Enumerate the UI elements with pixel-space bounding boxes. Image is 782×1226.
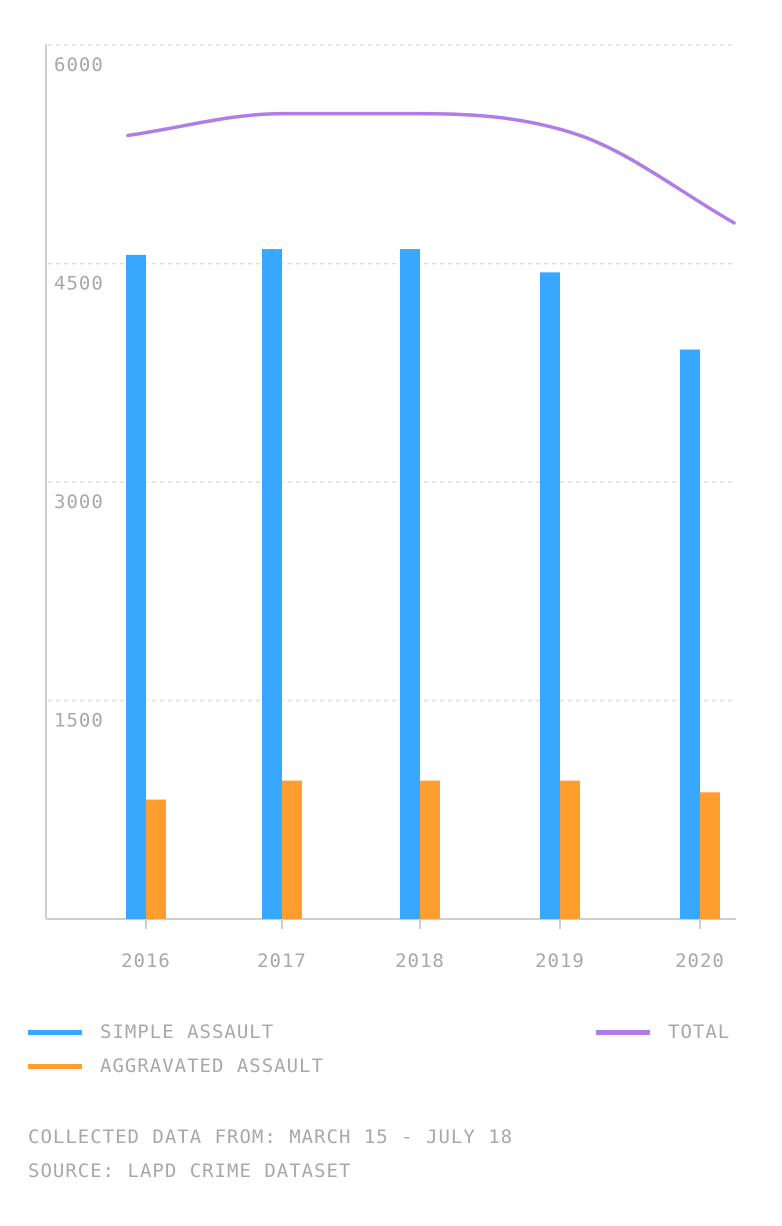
y-tick-label-4500: 4500 [54, 273, 104, 295]
x-tick-label-2020: 2020 [675, 950, 725, 972]
bar-aggravated-assault-2020 [700, 792, 720, 919]
bar-simple-assault-2016 [126, 254, 146, 919]
x-tick-label-2019: 2019 [535, 950, 585, 972]
bar-aggravated-assault-2017 [282, 780, 302, 919]
y-tick-label-6000: 6000 [54, 54, 104, 76]
x-tick-label-2016: 2016 [121, 950, 171, 972]
bar-simple-assault-2017 [262, 249, 282, 920]
bar-simple-assault-2018 [400, 249, 420, 920]
legend-swatch-simple-assault [28, 1029, 82, 1035]
bar-simple-assault-2020 [680, 349, 700, 919]
x-tick-label-2017: 2017 [257, 950, 307, 972]
legend-swatch-aggravated-assault [28, 1063, 82, 1069]
bar-aggravated-assault-2016 [146, 799, 166, 919]
footnote-source: SOURCE: LAPD CRIME DATASET [28, 1160, 352, 1182]
bar-simple-assault-2019 [540, 272, 560, 919]
x-tick-label-2018: 2018 [395, 950, 445, 972]
line-total [126, 111, 736, 225]
bar-aggravated-assault-2019 [560, 780, 580, 919]
legend-label-total: TOTAL [668, 1021, 731, 1043]
legend-item-total: TOTAL [596, 1021, 730, 1043]
chart: 1500 3000 4500 6000 2016 2017 2018 2019 2020 [45, 44, 736, 972]
bar-aggravated-assault-2018 [420, 780, 440, 919]
y-tick-label-3000: 3000 [54, 491, 104, 513]
y-tick-label-1500: 1500 [54, 710, 104, 732]
legend-swatch-total [596, 1029, 650, 1035]
footnote-collection-dates: COLLECTED DATA FROM: MARCH 15 - JULY 18 [28, 1126, 514, 1148]
legend-label-aggravated-assault: AGGRAVATED ASSAULT [100, 1055, 324, 1077]
legend-label-simple-assault: SIMPLE ASSAULT [100, 1021, 275, 1043]
legend-item-simple-assault: SIMPLE ASSAULT [28, 1021, 274, 1043]
legend-item-aggravated-assault: AGGRAVATED ASSAULT [28, 1055, 324, 1077]
